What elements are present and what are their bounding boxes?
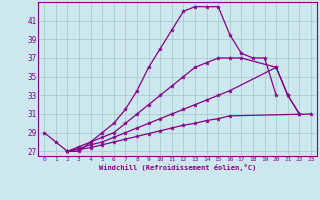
X-axis label: Windchill (Refroidissement éolien,°C): Windchill (Refroidissement éolien,°C)	[99, 164, 256, 171]
